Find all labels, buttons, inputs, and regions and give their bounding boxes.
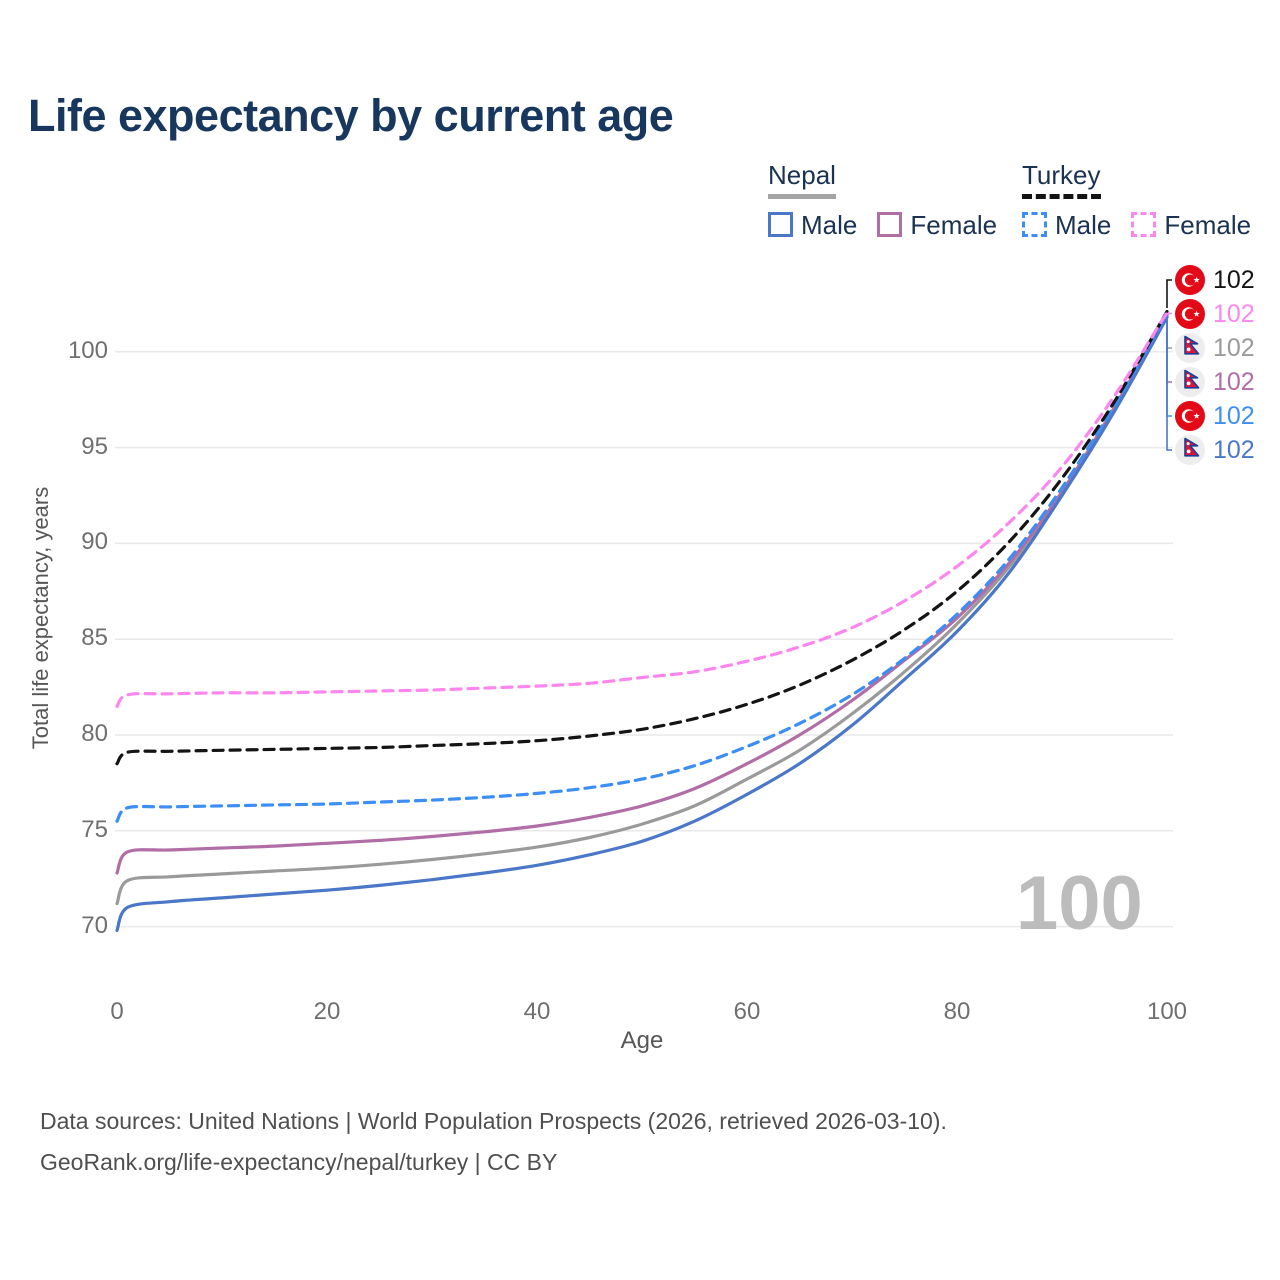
end-label-value: 102 xyxy=(1213,368,1255,396)
end-label-value: 102 xyxy=(1213,266,1255,294)
end-label-value: 102 xyxy=(1213,334,1255,362)
legend-group-title: Nepal xyxy=(768,160,836,190)
y-axis-title: Total life expectancy, years xyxy=(28,486,53,750)
series-line-nepal-both xyxy=(115,314,1169,906)
y-tick-70: 70 xyxy=(81,911,108,939)
x-tick-40: 40 xyxy=(523,998,551,1025)
turkey-flag-icon xyxy=(1175,298,1205,329)
x-axis-title: Age xyxy=(620,1027,664,1054)
legend-item-turkey-male[interactable]: Male xyxy=(1022,212,1111,238)
end-label-nepal-both-sexes: 102 xyxy=(1175,333,1255,363)
legend-group-title: Turkey xyxy=(1022,160,1101,190)
x-tick-100: 100 xyxy=(1146,998,1188,1025)
y-tick-95: 95 xyxy=(81,432,108,460)
x-tick-0: 0 xyxy=(110,998,124,1025)
page-title: Life expectancy by current age xyxy=(28,90,674,141)
age-counter-watermark: 100 xyxy=(1016,861,1143,946)
end-label-connector-1 xyxy=(1166,279,1172,308)
end-label-nepal-male: 102 xyxy=(1175,435,1255,465)
end-label-turkey-male: 102 xyxy=(1175,401,1255,431)
y-tick-90: 90 xyxy=(81,528,108,556)
end-label-turkey-female: 102 xyxy=(1175,298,1255,329)
y-tick-75: 75 xyxy=(81,815,108,843)
legend-turkey-line-style-swatch xyxy=(1022,193,1101,199)
legend-nepal-line-style-swatch xyxy=(768,193,836,199)
legend-item-nepal-male[interactable]: Male xyxy=(768,212,857,238)
series-line-turkey-both xyxy=(115,310,1169,766)
y-tick-85: 85 xyxy=(81,624,108,652)
x-tick-80: 80 xyxy=(943,998,971,1025)
nepal-flag-icon xyxy=(1175,333,1205,363)
turkey-flag-icon xyxy=(1175,401,1205,431)
series-line-turkey-male xyxy=(115,312,1169,823)
end-label-value: 102 xyxy=(1213,299,1255,328)
legend-swatch xyxy=(768,212,793,238)
legend-swatch xyxy=(877,212,903,238)
footer-attribution: GeoRank.org/life-expectancy/nepal/turkey… xyxy=(40,1149,558,1175)
legend-item-label: Male xyxy=(801,209,858,240)
series-line-nepal-male xyxy=(115,315,1169,932)
footer-sources: Data sources: United Nations | World Pop… xyxy=(40,1108,947,1134)
legend-item-turkey-female[interactable]: Female xyxy=(1131,212,1251,238)
end-label-value: 102 xyxy=(1213,436,1255,464)
y-tick-80: 80 xyxy=(81,720,108,747)
series-line-nepal-female xyxy=(115,313,1169,875)
end-label-nepal-female: 102 xyxy=(1175,367,1255,397)
nepal-flag-icon xyxy=(1175,435,1205,465)
y-tick-100: 100 xyxy=(67,336,108,364)
legend-item-label: Male xyxy=(1055,209,1112,240)
end-label-value: 102 xyxy=(1213,402,1255,430)
series-line-turkey-female xyxy=(115,310,1169,708)
legend-group-turkey: Turkey Male Female xyxy=(1022,161,1251,238)
legend-item-label: Female xyxy=(1164,209,1252,240)
x-tick-20: 20 xyxy=(313,998,341,1025)
legend-item-nepal-female[interactable]: Female xyxy=(877,212,997,238)
nepal-flag-icon xyxy=(1175,367,1205,397)
turkey-flag-icon xyxy=(1175,265,1205,295)
legend-swatch xyxy=(1022,212,1047,238)
end-label-turkey-both-sexes: 102 xyxy=(1175,265,1255,295)
legend-swatch xyxy=(1131,212,1157,238)
end-label-connector-6 xyxy=(1166,318,1172,451)
legend-item-label: Female xyxy=(910,209,998,240)
legend-group-nepal: Nepal Male Female xyxy=(768,161,997,238)
x-tick-60: 60 xyxy=(733,998,761,1025)
